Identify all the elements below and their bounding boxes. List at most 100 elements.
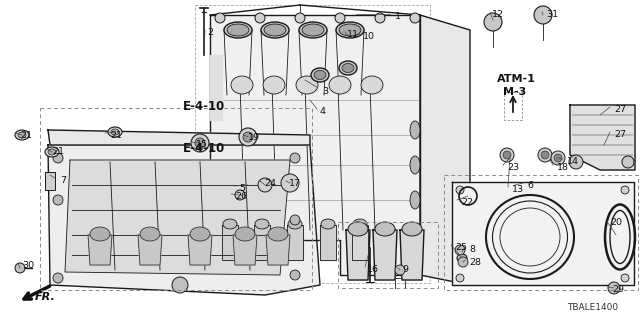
Circle shape [243, 132, 253, 142]
Ellipse shape [108, 127, 122, 137]
Circle shape [335, 13, 345, 23]
Text: 21: 21 [110, 131, 122, 140]
Ellipse shape [410, 191, 420, 209]
Ellipse shape [457, 254, 467, 262]
Text: 24: 24 [264, 179, 276, 188]
Circle shape [258, 178, 272, 192]
Circle shape [215, 13, 225, 23]
Text: ATM-1: ATM-1 [497, 74, 536, 84]
Polygon shape [210, 15, 420, 275]
Ellipse shape [288, 219, 302, 229]
Ellipse shape [268, 227, 288, 241]
Polygon shape [210, 55, 222, 120]
Ellipse shape [45, 147, 59, 157]
Circle shape [458, 257, 468, 267]
Circle shape [538, 148, 552, 162]
Circle shape [375, 13, 385, 23]
Polygon shape [188, 235, 212, 265]
Circle shape [500, 148, 514, 162]
Text: E-4-10: E-4-10 [183, 142, 225, 155]
Circle shape [295, 13, 305, 23]
Circle shape [621, 274, 629, 282]
Text: 8: 8 [469, 245, 475, 254]
Ellipse shape [15, 130, 29, 140]
Text: 16: 16 [367, 265, 379, 274]
Ellipse shape [18, 132, 26, 138]
Text: 20: 20 [610, 218, 622, 227]
Ellipse shape [375, 222, 395, 236]
Polygon shape [233, 235, 257, 265]
Ellipse shape [336, 22, 364, 38]
Circle shape [484, 13, 502, 31]
Bar [338, 222, 438, 288]
Text: 21: 21 [20, 131, 32, 140]
Polygon shape [346, 230, 370, 280]
Polygon shape [88, 235, 112, 265]
Polygon shape [287, 225, 303, 260]
Text: M-3: M-3 [503, 87, 526, 97]
Polygon shape [266, 235, 290, 265]
Polygon shape [570, 105, 635, 170]
Text: 12: 12 [492, 10, 504, 19]
Ellipse shape [402, 222, 422, 236]
Circle shape [569, 155, 583, 169]
Polygon shape [48, 145, 320, 295]
Ellipse shape [190, 227, 210, 241]
Circle shape [172, 277, 188, 293]
Ellipse shape [263, 76, 285, 94]
Circle shape [195, 138, 205, 148]
Ellipse shape [361, 76, 383, 94]
Ellipse shape [353, 219, 367, 229]
Text: 1: 1 [395, 12, 401, 21]
Text: 29: 29 [612, 285, 624, 294]
Text: 27: 27 [614, 130, 626, 139]
Polygon shape [254, 225, 270, 260]
Circle shape [53, 273, 63, 283]
Bar [195, 5, 430, 283]
Ellipse shape [321, 219, 335, 229]
Circle shape [622, 156, 634, 168]
Circle shape [53, 195, 63, 205]
Circle shape [395, 265, 405, 275]
Ellipse shape [410, 156, 420, 174]
Text: 7: 7 [60, 176, 66, 185]
Ellipse shape [410, 226, 420, 244]
Text: 25: 25 [455, 243, 467, 252]
Text: 6: 6 [527, 181, 533, 190]
Text: 4: 4 [319, 107, 325, 116]
Ellipse shape [223, 219, 237, 229]
Ellipse shape [311, 68, 329, 82]
Circle shape [281, 174, 299, 192]
Ellipse shape [296, 76, 318, 94]
Bar [40, 108, 312, 290]
Ellipse shape [231, 76, 253, 94]
Text: 17: 17 [289, 179, 301, 188]
Ellipse shape [140, 227, 160, 241]
Ellipse shape [410, 121, 420, 139]
Polygon shape [65, 160, 290, 275]
Ellipse shape [339, 61, 357, 75]
Circle shape [53, 153, 63, 163]
Text: 5: 5 [239, 184, 245, 193]
Ellipse shape [302, 24, 324, 36]
Polygon shape [373, 230, 397, 280]
Bar [45, 172, 55, 190]
Polygon shape [400, 230, 424, 280]
Circle shape [290, 153, 300, 163]
Circle shape [541, 151, 549, 159]
Ellipse shape [235, 227, 255, 241]
Ellipse shape [329, 76, 351, 94]
Circle shape [456, 186, 464, 194]
Circle shape [15, 263, 25, 273]
Circle shape [534, 6, 552, 24]
Ellipse shape [314, 70, 326, 79]
Text: 28: 28 [469, 258, 481, 267]
Circle shape [455, 245, 465, 255]
Circle shape [290, 215, 300, 225]
Ellipse shape [227, 24, 249, 36]
Text: 23: 23 [507, 163, 519, 172]
Text: FR.: FR. [35, 292, 56, 302]
Text: 19: 19 [248, 133, 260, 142]
Bar [444, 175, 638, 290]
Polygon shape [138, 235, 162, 265]
